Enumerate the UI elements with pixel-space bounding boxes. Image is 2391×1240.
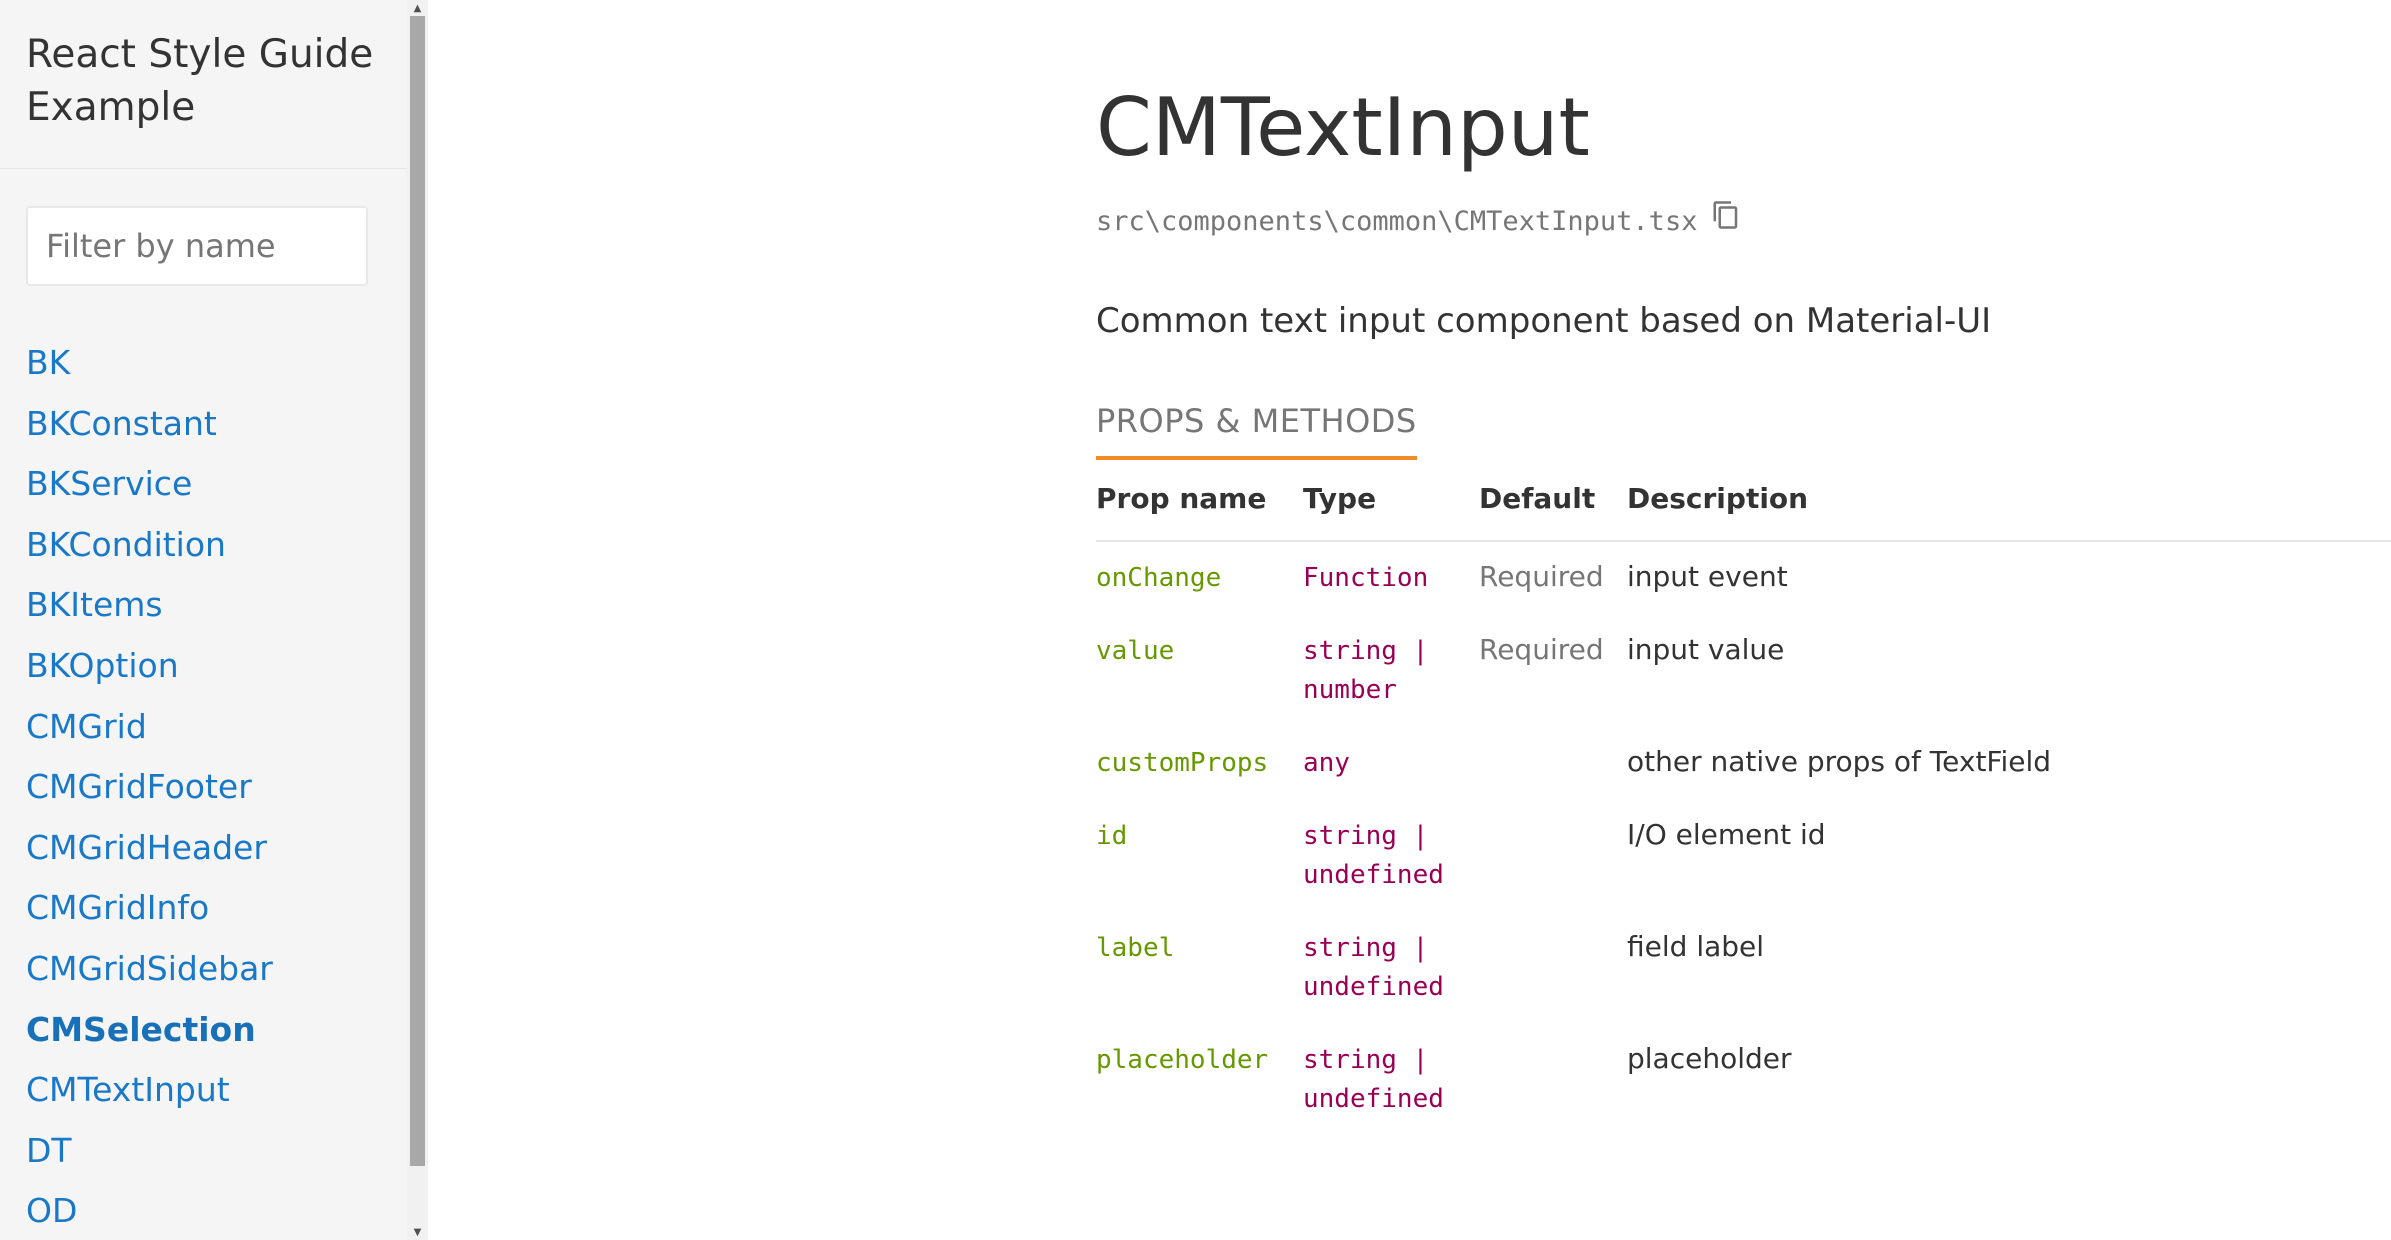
sidebar-item-bkconstant[interactable]: BKConstant (26, 403, 217, 443)
prop-name: customProps (1096, 748, 1269, 778)
sidebar-divider (0, 168, 407, 169)
prop-name-cell: customProps (1096, 727, 1303, 800)
props-table-body: onChange Function Required input event value… (1096, 541, 2391, 1136)
prop-name: onChange (1096, 563, 1222, 593)
prop-default-cell: Required (1479, 541, 1627, 615)
sidebar-item-cmgridsidebar[interactable]: CMGridSidebar (26, 948, 273, 988)
prop-default-cell (1479, 912, 1627, 1024)
sidebar-item-dt[interactable]: DT (26, 1130, 72, 1170)
prop-type-cell: string | undefined (1303, 1024, 1479, 1136)
arrow-up-icon[interactable]: ▲ (413, 2, 422, 14)
prop-name: id (1096, 821, 1128, 851)
prop-default-cell: Required (1479, 615, 1627, 727)
prop-default-cell (1479, 800, 1627, 912)
prop-name: placeholder (1096, 1045, 1269, 1075)
prop-type-cell: Function (1303, 541, 1479, 615)
prop-name-cell: onChange (1096, 541, 1303, 615)
header-prop-name: Prop name (1096, 478, 1303, 542)
table-row: id string | undefined I/O element id (1096, 800, 2391, 912)
props-table-header-row: Prop name Type Default Description (1096, 478, 2391, 542)
prop-description: field label (1627, 930, 1765, 963)
prop-name-cell: placeholder (1096, 1024, 1303, 1136)
prop-description-cell: placeholder (1627, 1024, 2391, 1136)
sidebar-item-od[interactable]: OD (26, 1191, 78, 1231)
header-description: Description (1627, 478, 2391, 542)
sidebar-scrollbar[interactable]: ▲ ▼ (407, 0, 428, 1240)
prop-description-cell: input value (1627, 615, 2391, 727)
header-type: Type (1303, 478, 1479, 542)
prop-type-cell: string | undefined (1303, 912, 1479, 1024)
prop-default: Required (1479, 560, 1604, 593)
arrow-down-icon[interactable]: ▼ (413, 1226, 422, 1238)
prop-description: input event (1627, 560, 1788, 593)
props-table: Prop name Type Default Description onCha… (1096, 478, 2391, 1136)
prop-description-cell: input event (1627, 541, 2391, 615)
prop-description: input value (1627, 633, 1785, 666)
prop-type-cell: string | number (1303, 615, 1479, 727)
prop-description-cell: I/O element id (1627, 800, 2391, 912)
component-description: Common text input component based on Mat… (1096, 301, 1992, 341)
props-table-head: Prop name Type Default Description (1096, 478, 2391, 542)
prop-name-cell: label (1096, 912, 1303, 1024)
table-row: value string | number Required input value (1096, 615, 2391, 727)
prop-name: label (1096, 933, 1175, 963)
sidebar-item-bkcondition[interactable]: BKCondition (26, 524, 226, 564)
sidebar-item-cmgridinfo[interactable]: CMGridInfo (26, 888, 210, 928)
prop-description-cell: other native props of TextField (1627, 727, 2391, 800)
prop-description: placeholder (1627, 1042, 1792, 1075)
prop-default-cell (1479, 727, 1627, 800)
prop-name: value (1096, 636, 1175, 666)
prop-name-cell: id (1096, 800, 1303, 912)
prop-name-cell: value (1096, 615, 1303, 727)
sidebar-item-cmtextinput[interactable]: CMTextInput (26, 1070, 230, 1110)
prop-description: other native props of TextField (1627, 745, 2052, 778)
prop-type: string | number (1303, 636, 1429, 705)
sidebar-item-cmselection[interactable]: CMSelection (26, 1009, 256, 1049)
component-nav-list: BK BKConstant BKService BKCondition BKItems B… (26, 333, 273, 1240)
table-row: onChange Function Required input event (1096, 541, 2391, 615)
sidebar-item-bk[interactable]: BK (26, 343, 71, 382)
sidebar-item-cmgrid[interactable]: CMGrid (26, 706, 147, 746)
sidebar-item-cmgridfooter[interactable]: CMGridFooter (26, 767, 252, 807)
prop-type: any (1303, 748, 1350, 778)
sidebar-item-cmgridheader[interactable]: CMGridHeader (26, 827, 267, 867)
sidebar-item-bkitems[interactable]: BKItems (26, 585, 163, 625)
file-path-row: src\components\common\CMTextInput.tsx (1096, 198, 1741, 244)
sidebar-item-bkoption[interactable]: BKOption (26, 645, 179, 685)
prop-default-cell (1479, 1024, 1627, 1136)
props-section-heading: PROPS & METHODS (1096, 398, 1417, 460)
sidebar-item-bkservice[interactable]: BKService (26, 464, 193, 504)
table-row: placeholder string | undefined placeholder (1096, 1024, 2391, 1136)
main-content: CMTextInput src\components\common\CMText… (1096, 0, 2391, 1240)
copy-icon[interactable] (1711, 199, 1741, 231)
prop-description: I/O element id (1627, 818, 1826, 851)
table-row: label string | undefined field label (1096, 912, 2391, 1024)
header-default: Default (1479, 478, 1627, 542)
table-row: customProps any other native props of Text… (1096, 727, 2391, 800)
prop-default: Required (1479, 633, 1604, 666)
prop-type: string | undefined (1303, 821, 1444, 890)
file-path: src\components\common\CMTextInput.tsx (1096, 205, 1698, 237)
component-title: CMTextInput (1096, 81, 1590, 174)
prop-description-cell: field label (1627, 912, 2391, 1024)
scrollbar-thumb[interactable] (410, 16, 425, 1166)
prop-type: string | undefined (1303, 933, 1444, 1002)
sidebar-title[interactable]: React Style Guide Example (26, 32, 374, 130)
filter-input[interactable] (26, 206, 368, 286)
sidebar: React Style Guide Example BKBKConstantBK… (0, 0, 407, 1240)
prop-type: string | undefined (1303, 1045, 1444, 1114)
prop-type-cell: string | undefined (1303, 800, 1479, 912)
prop-type: Function (1303, 563, 1429, 593)
prop-type-cell: any (1303, 727, 1479, 800)
